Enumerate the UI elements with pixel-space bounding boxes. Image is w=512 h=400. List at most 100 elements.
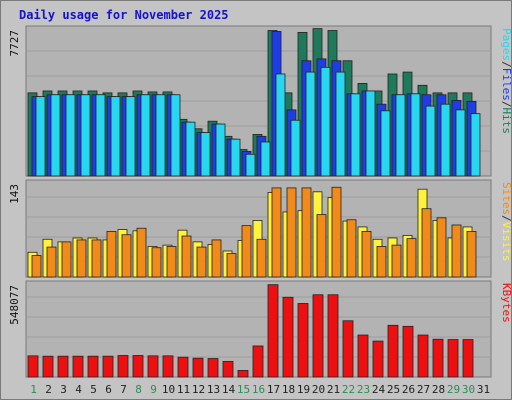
x-tick-label-day-2: 2 (45, 383, 52, 396)
x-tick-label-day-19: 19 (297, 383, 310, 396)
x-tick-label-day-18: 18 (282, 383, 295, 396)
top-bar-pages-day-6 (110, 96, 121, 177)
middle-bar-sites-day-11 (181, 235, 192, 278)
top-bar-pages-day-1 (35, 96, 46, 177)
middle-legend-entry: Sites (500, 182, 512, 215)
middle-bar-sites-day-22 (346, 219, 357, 278)
bottom-bar-kbytes-day-30 (462, 339, 474, 378)
top-max-label: 7727 (8, 30, 21, 57)
middle-bar-sites-day-20 (316, 214, 327, 278)
x-tick-label-day-15: 15 (237, 383, 250, 396)
x-tick-label-day-20: 20 (312, 383, 325, 396)
bottom-bar-kbytes-day-4 (72, 355, 84, 378)
top-bar-pages-day-24 (380, 110, 391, 177)
bottom-bar-kbytes-day-22 (342, 320, 354, 378)
bottom-bar-kbytes-day-12 (192, 357, 204, 378)
middle-bar-sites-day-24 (376, 246, 387, 278)
x-tick-label-day-25: 25 (387, 383, 400, 396)
top-bar-pages-day-22 (350, 93, 361, 177)
middle-bar-sites-day-26 (406, 238, 417, 278)
bottom-bar-kbytes-day-8 (132, 355, 144, 378)
middle-bar-sites-day-18 (286, 187, 297, 278)
bottom-bar-kbytes-day-7 (117, 355, 129, 378)
bottom-bar-kbytes-day-20 (312, 294, 324, 378)
top-bar-pages-day-16 (260, 141, 271, 177)
bottom-bar-kbytes-day-9 (147, 355, 159, 378)
middle-bar-sites-day-7 (121, 234, 132, 278)
x-tick-label-day-11: 11 (177, 383, 190, 396)
x-tick-label-day-1: 1 (30, 383, 37, 396)
x-tick-label-day-5: 5 (90, 383, 97, 396)
bottom-bar-kbytes-day-1 (27, 355, 39, 378)
bottom-bar-kbytes-day-29 (447, 339, 459, 378)
top-bar-pages-day-11 (185, 121, 196, 177)
middle-bar-sites-day-6 (106, 231, 117, 278)
middle-bar-sites-day-29 (451, 224, 462, 278)
x-tick-label-day-14: 14 (222, 383, 236, 396)
x-tick-label-day-10: 10 (162, 383, 175, 396)
x-tick-label-day-3: 3 (60, 383, 67, 396)
bottom-bar-kbytes-day-11 (177, 356, 189, 378)
top-bar-pages-day-29 (455, 109, 466, 177)
middle-bar-sites-day-23 (361, 231, 372, 278)
bottom-bar-kbytes-day-15 (237, 370, 249, 378)
middle-bar-sites-day-21 (331, 186, 342, 278)
top-bar-pages-day-13 (215, 123, 226, 177)
x-tick-label-day-4: 4 (75, 383, 82, 396)
top-bar-pages-day-10 (170, 94, 181, 177)
top-bar-pages-day-5 (95, 94, 106, 177)
middle-bar-sites-day-5 (91, 239, 102, 278)
bottom-legend: KBytes (500, 283, 512, 323)
top-legend-entry: / (500, 61, 512, 68)
middle-bar-sites-day-2 (46, 246, 57, 278)
top-bar-pages-day-4 (80, 94, 91, 177)
x-tick-label-day-8: 8 (135, 383, 142, 396)
bottom-bar-kbytes-day-13 (207, 358, 219, 378)
x-tick-label-day-21: 21 (327, 383, 340, 396)
bottom-bar-kbytes-day-26 (402, 325, 414, 378)
top-bar-pages-day-23 (365, 90, 376, 177)
bottom-bar-kbytes-day-6 (102, 355, 114, 378)
x-tick-label-day-28: 28 (432, 383, 445, 396)
x-tick-label-day-29: 29 (447, 383, 460, 396)
bottom-max-label: 548077 (8, 285, 21, 325)
middle-bar-sites-day-10 (166, 246, 177, 278)
top-bar-pages-day-21 (335, 71, 346, 177)
x-tick-label-day-23: 23 (357, 383, 370, 396)
top-bar-pages-day-7 (125, 96, 136, 177)
bottom-bar-kbytes-day-25 (387, 324, 399, 378)
middle-bar-sites-day-15 (241, 225, 252, 278)
bottom-bar-kbytes-day-14 (222, 360, 234, 378)
bottom-bar-kbytes-day-19 (297, 303, 309, 378)
top-bar-pages-day-30 (470, 113, 481, 177)
bottom-bar-kbytes-day-16 (252, 345, 264, 378)
middle-bar-sites-day-13 (211, 239, 222, 278)
middle-legend-entry: / (500, 215, 512, 222)
x-tick-label-day-30: 30 (462, 383, 475, 396)
middle-bar-sites-day-25 (391, 244, 402, 278)
top-bar-pages-day-14 (230, 138, 241, 177)
x-tick-label-day-12: 12 (192, 383, 205, 396)
top-bar-pages-day-2 (50, 94, 61, 177)
middle-bar-sites-day-19 (301, 187, 312, 278)
top-bar-pages-day-20 (320, 66, 331, 177)
middle-bar-sites-day-12 (196, 246, 207, 278)
bottom-bar-kbytes-day-3 (57, 355, 69, 378)
middle-bar-sites-day-4 (76, 239, 87, 278)
x-tick-label-day-31: 31 (477, 383, 490, 396)
middle-bar-sites-day-28 (436, 217, 447, 278)
top-bar-pages-day-19 (305, 71, 316, 177)
bottom-legend-entry: KBytes (500, 283, 512, 323)
middle-bar-sites-day-16 (256, 238, 267, 278)
x-tick-label-day-27: 27 (417, 383, 430, 396)
bottom-bar-kbytes-day-23 (357, 334, 369, 378)
bottom-bar-kbytes-day-10 (162, 355, 174, 378)
top-legend-entry: Hits (500, 108, 512, 135)
middle-bar-sites-day-14 (226, 253, 237, 278)
bottom-bar-kbytes-day-24 (372, 340, 384, 378)
bottom-bar-kbytes-day-18 (282, 296, 294, 378)
top-bar-pages-day-27 (425, 105, 436, 177)
middle-bar-sites-day-3 (61, 241, 72, 278)
bottom-bar-kbytes-day-28 (432, 338, 444, 378)
